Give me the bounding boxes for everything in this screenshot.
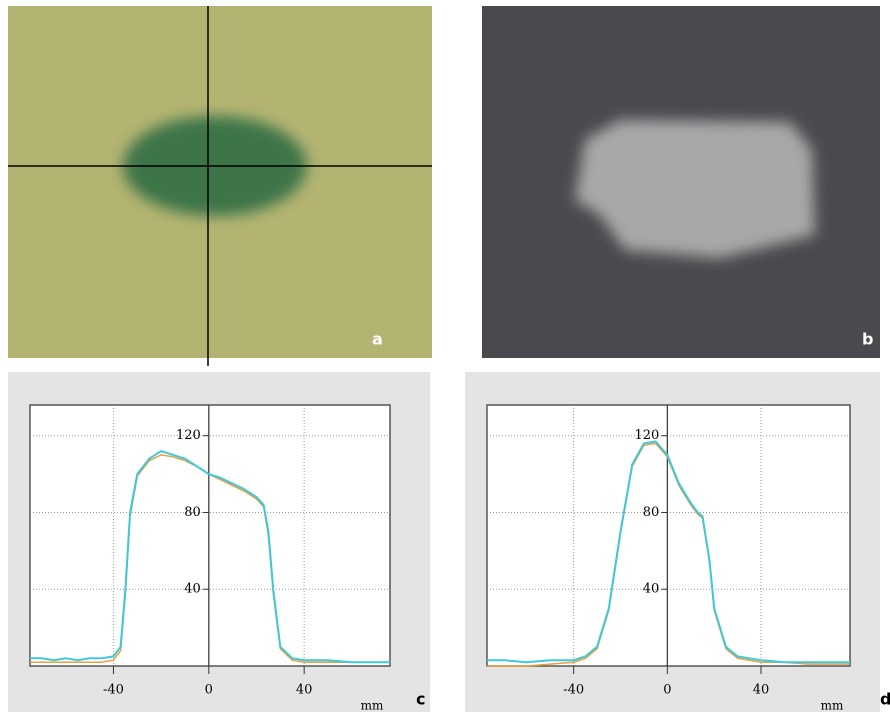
x-tick-label: 40 [296,683,313,698]
plot-area [29,404,391,667]
y-tick-label: 80 [184,505,201,520]
panel-b: b [482,6,880,358]
x-axis-label: mm [821,699,844,713]
y-tick-label: 120 [635,428,660,443]
y-tick-label: 120 [176,428,201,443]
chart: -40 0 40 40 80 120 mm [29,404,391,713]
x-axis-label: mm [361,699,384,713]
data-line [30,450,390,664]
y-tick-label: 40 [643,582,660,597]
data-line [487,440,850,664]
panel-label: b [862,330,873,349]
panel-label: d [880,690,890,709]
x-tick-label: 40 [753,683,770,698]
x-tick-label: -40 [103,683,124,698]
chart: -40 0 40 40 80 120 mm [486,404,851,713]
panel-label: a [372,330,383,349]
y-tick-label: 40 [184,582,201,597]
x-tick-label: -40 [563,683,584,698]
plot-area [486,404,851,667]
y-tick-label: 80 [643,505,660,520]
x-tick-label: 0 [205,683,213,698]
panel-a: a [8,6,432,366]
x-tick-label: 0 [663,683,671,698]
panel-label: c [416,690,425,709]
